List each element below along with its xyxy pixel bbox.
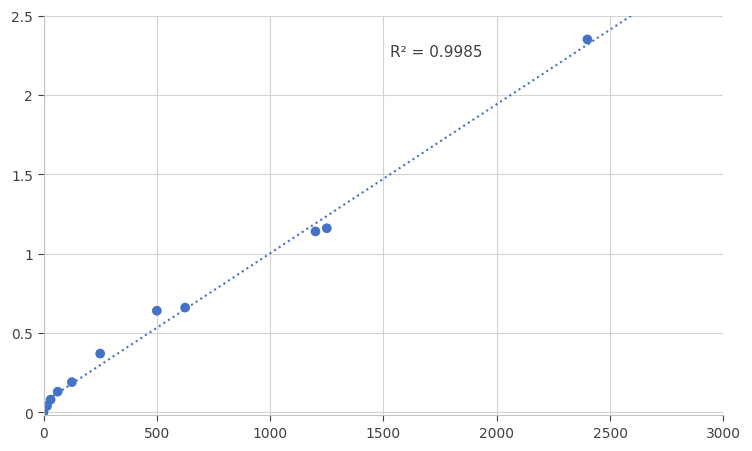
Point — [94, 350, 106, 357]
Point — [581, 37, 593, 44]
Point — [44, 396, 56, 403]
Point — [179, 304, 191, 312]
Point — [41, 402, 53, 410]
Point — [38, 409, 50, 416]
Point — [321, 225, 333, 232]
Point — [52, 388, 64, 396]
Point — [151, 308, 163, 315]
Point — [310, 228, 322, 235]
Point — [66, 379, 78, 386]
Text: R² = 0.9985: R² = 0.9985 — [390, 45, 483, 60]
